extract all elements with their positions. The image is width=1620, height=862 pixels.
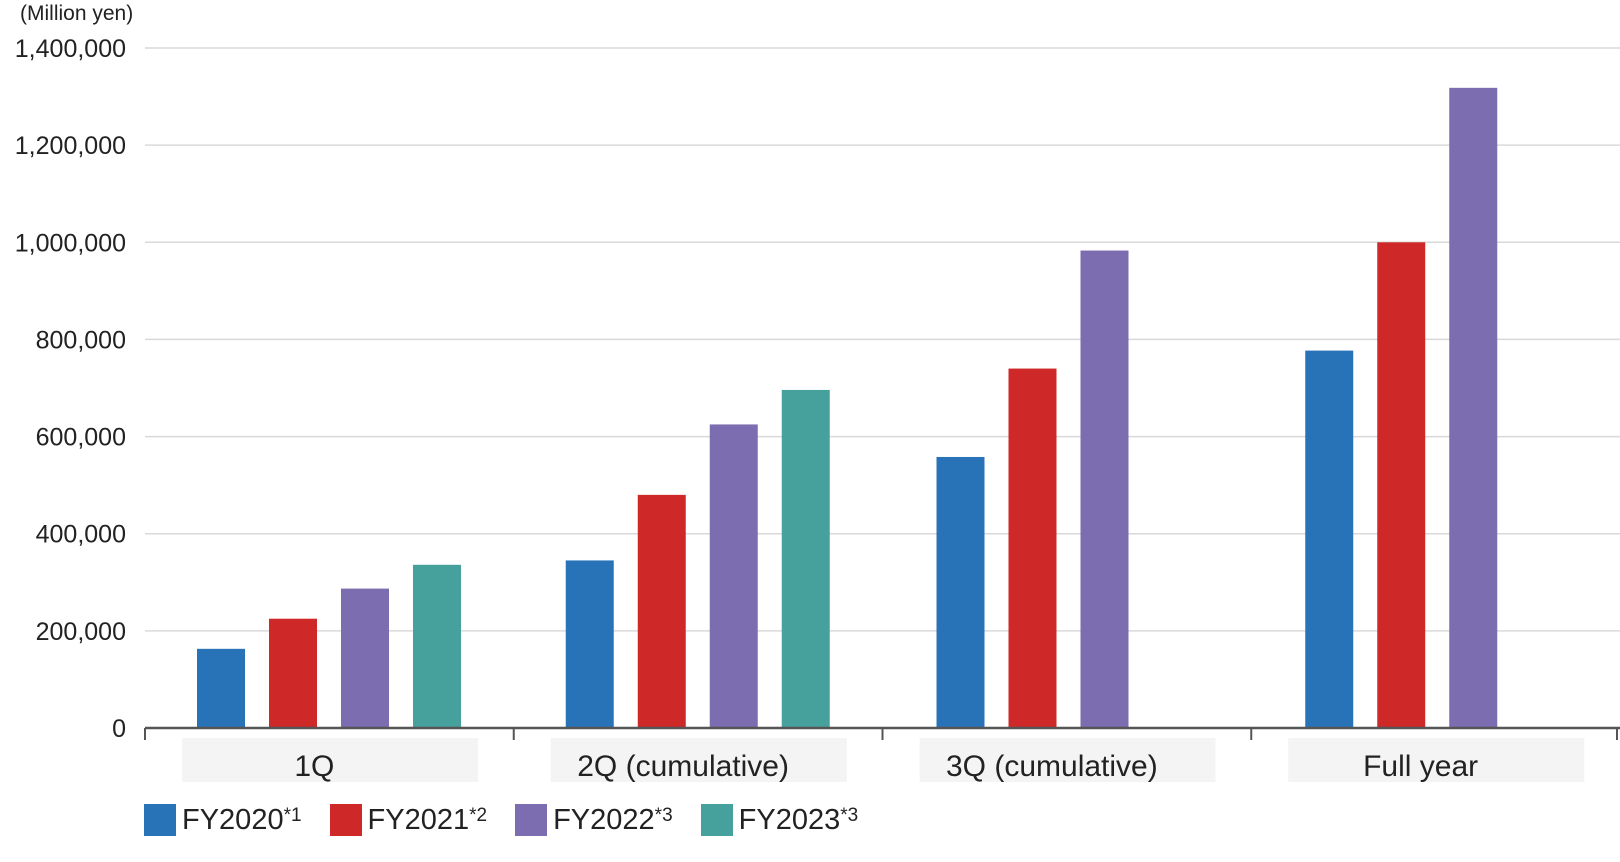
x-category-label: Full year [1363, 750, 1478, 783]
y-tick-label: 1,200,000 [15, 132, 126, 160]
revenue-bar-chart: (Million yen) 0 200,000 400,000 600,000 800,0… [15, 2, 1620, 783]
bar-fy2023-2 [781, 389, 830, 728]
bar-fy2020-1 [197, 648, 245, 728]
category-label-background [550, 738, 847, 782]
y-tick-label: 1,000,000 [15, 229, 126, 257]
x-category-label: 1Q [294, 750, 334, 783]
legend-footnote-mark: *1 [283, 805, 302, 826]
bar-fy2020-4 [1305, 350, 1354, 728]
bar-fy2020-2 [565, 560, 614, 728]
legend-footnote-mark: *3 [840, 805, 859, 826]
bar-fy2020-3 [936, 456, 985, 728]
y-tick-label: 0 [112, 715, 126, 743]
legend-item-fy2021: FY2021 *2 [329, 803, 488, 837]
legend-swatch [515, 804, 548, 836]
x-category-label: 2Q (cumulative) [577, 750, 789, 783]
category-label-background [182, 738, 478, 782]
legend-item-fy2022: FY2022 *3 [515, 804, 673, 837]
legend-item-fy2020: FY2020 *1 [144, 804, 302, 837]
bar-fy2022-3 [1080, 250, 1129, 729]
legend-item-fy2023: FY2023 *3 [700, 803, 859, 837]
chart-legend: FY2020 *1 FY2021 *2 FY2022 *3 FY2023 *3 [144, 800, 886, 840]
legend-footnote-mark: *2 [469, 805, 488, 826]
y-tick-label: 1,400,000 [15, 35, 126, 63]
legend-swatch [329, 804, 362, 836]
legend-series-name: FY2023 [738, 803, 841, 836]
y-tick-label: 600,000 [36, 424, 126, 452]
y-tick-label: 800,000 [36, 326, 126, 354]
x-category-label: 3Q (cumulative) [946, 750, 1158, 783]
legend-swatch [144, 804, 176, 836]
bar-fy2021-4 [1377, 242, 1426, 729]
legend-series-name: FY2020 [182, 803, 284, 836]
legend-swatch [700, 804, 733, 836]
legend-series-name: FY2022 [553, 803, 655, 836]
bar-fy2022-2 [709, 424, 758, 728]
category-label-background [919, 738, 1216, 782]
bar-fy2021-3 [1008, 368, 1057, 728]
bar-fy2021-2 [637, 494, 686, 728]
category-label-background [1288, 738, 1585, 782]
bar-fy2023-1 [413, 564, 461, 728]
legend-series-name: FY2021 [367, 803, 470, 836]
bar-fy2022-1 [341, 588, 389, 728]
bar-fy2022-4 [1449, 87, 1498, 729]
y-tick-label: 400,000 [36, 521, 126, 549]
y-axis-unit-label: (Million yen) [20, 2, 133, 25]
legend-footnote-mark: *3 [654, 805, 673, 826]
y-tick-label: 200,000 [36, 618, 126, 646]
bar-fy2021-1 [269, 618, 317, 728]
